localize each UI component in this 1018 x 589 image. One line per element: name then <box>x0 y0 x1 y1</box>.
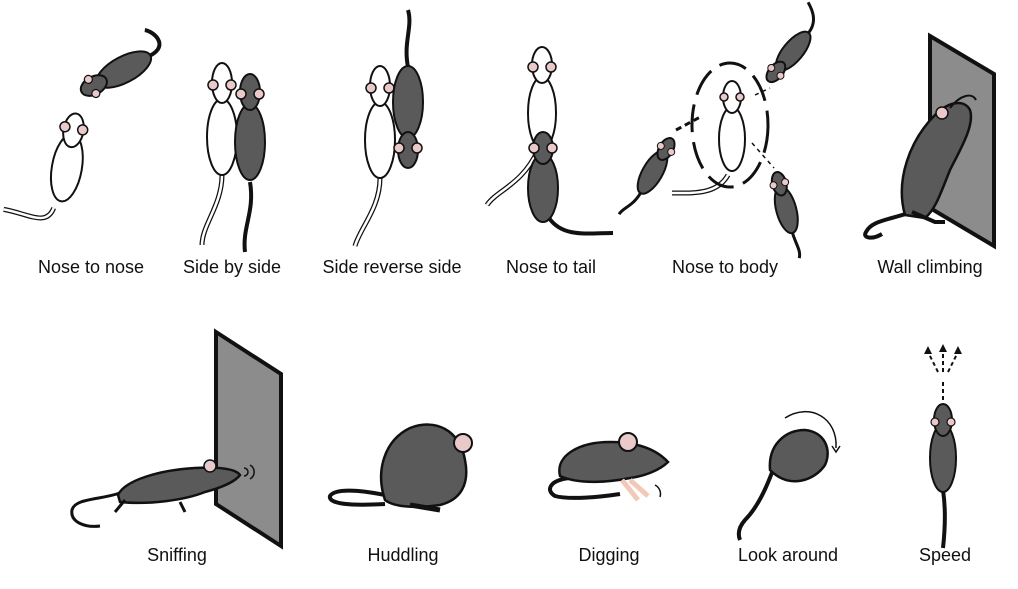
label-nose-to-body: Nose to body <box>671 257 779 277</box>
label-speed: Speed <box>918 545 972 565</box>
huddling-icon <box>328 423 473 513</box>
label-side-reverse-side: Side reverse side <box>322 257 462 277</box>
label-look-around: Look around <box>737 545 839 565</box>
wall-climbing-icon <box>863 32 996 250</box>
side-by-side-icon <box>199 62 266 253</box>
side-reverse-side-icon <box>352 9 424 247</box>
nose-to-nose-icon <box>3 28 162 221</box>
label-digging: Digging <box>578 545 640 565</box>
digging-icon <box>548 432 670 502</box>
label-nose-to-tail: Nose to tail <box>505 257 597 277</box>
nose-to-tail-icon <box>484 46 614 236</box>
nose-to-body-icon <box>617 1 815 259</box>
label-nose-to-nose: Nose to nose <box>37 257 145 277</box>
sniffing-icon <box>70 328 283 550</box>
label-sniffing: Sniffing <box>147 545 207 565</box>
label-wall-climbing: Wall climbing <box>877 257 983 277</box>
speed-icon <box>924 344 962 549</box>
label-side-by-side: Side by side <box>182 257 282 277</box>
label-huddling: Huddling <box>367 545 439 565</box>
look-around-icon <box>736 411 841 541</box>
